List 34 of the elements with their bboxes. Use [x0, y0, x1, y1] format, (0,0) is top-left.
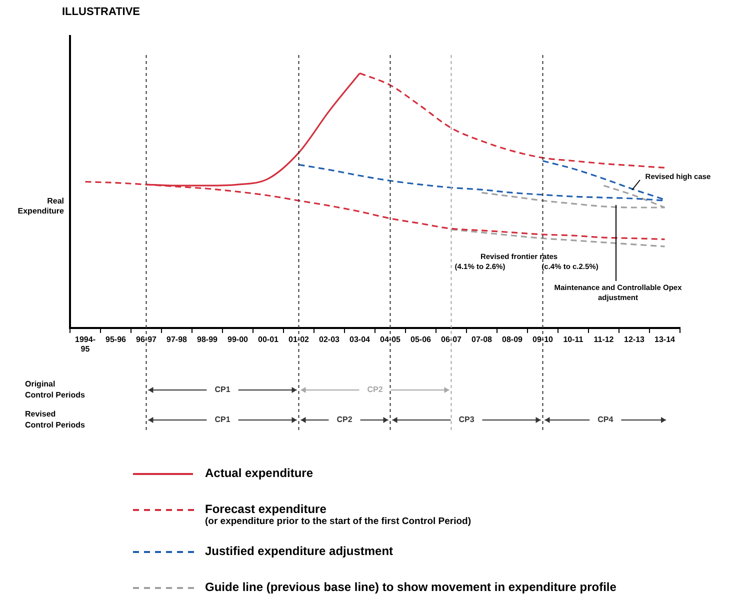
x-tick-label: 05-06 — [410, 335, 432, 344]
x-tick-label: 00-01 — [258, 335, 280, 344]
y-axis-title: Real Expenditure — [18, 196, 65, 216]
legend-label: Justified expenditure adjustment — [205, 544, 394, 558]
x-tick-label: 09-10 — [532, 335, 554, 344]
x-tick-label: 02-03 — [319, 335, 340, 344]
x-tick-label: 12-13 — [624, 335, 646, 344]
x-tick-label: 98-99 — [197, 335, 218, 344]
legend-label: Forecast expenditure (or expenditure prior to the start of the first Control Period) — [205, 502, 472, 527]
x-tick-label: 97-98 — [166, 335, 188, 344]
legend-label: Actual expenditure — [205, 466, 314, 480]
x-tick-label: 04-05 — [380, 335, 402, 344]
x-tick-label: 11-12 — [594, 335, 614, 344]
text: Original Control Periods — [25, 380, 86, 400]
x-tick-label: 07-08 — [472, 335, 493, 344]
x-tick-label: 99-00 — [228, 335, 249, 344]
text: Revised Control Periods — [25, 410, 86, 430]
text: CP1 — [214, 385, 231, 394]
x-tick-label: 13-14 — [654, 335, 676, 344]
x-tick-label: 08-09 — [502, 335, 524, 344]
text: CP4 — [598, 415, 614, 424]
legend-label: Guide line (previous base line) to show movement in expenditure profile — [205, 580, 616, 594]
x-tick-label: 06-07 — [441, 335, 462, 344]
x-tick-label: 1994-95 — [75, 335, 96, 354]
x-tick-label: 10-11 — [563, 335, 584, 344]
text: CP3 — [458, 415, 475, 424]
x-tick-label: 96-97 — [136, 335, 158, 344]
x-tick-label: 01-02 — [288, 335, 310, 344]
x-tick-label: 03-04 — [350, 335, 371, 344]
x-tick-label: 95-96 — [106, 335, 127, 344]
text: CP1 — [214, 415, 231, 424]
chart-subtitle: ILLUSTRATIVE — [62, 6, 140, 18]
text: CP2 — [336, 415, 353, 424]
text: CP2 — [367, 385, 384, 394]
